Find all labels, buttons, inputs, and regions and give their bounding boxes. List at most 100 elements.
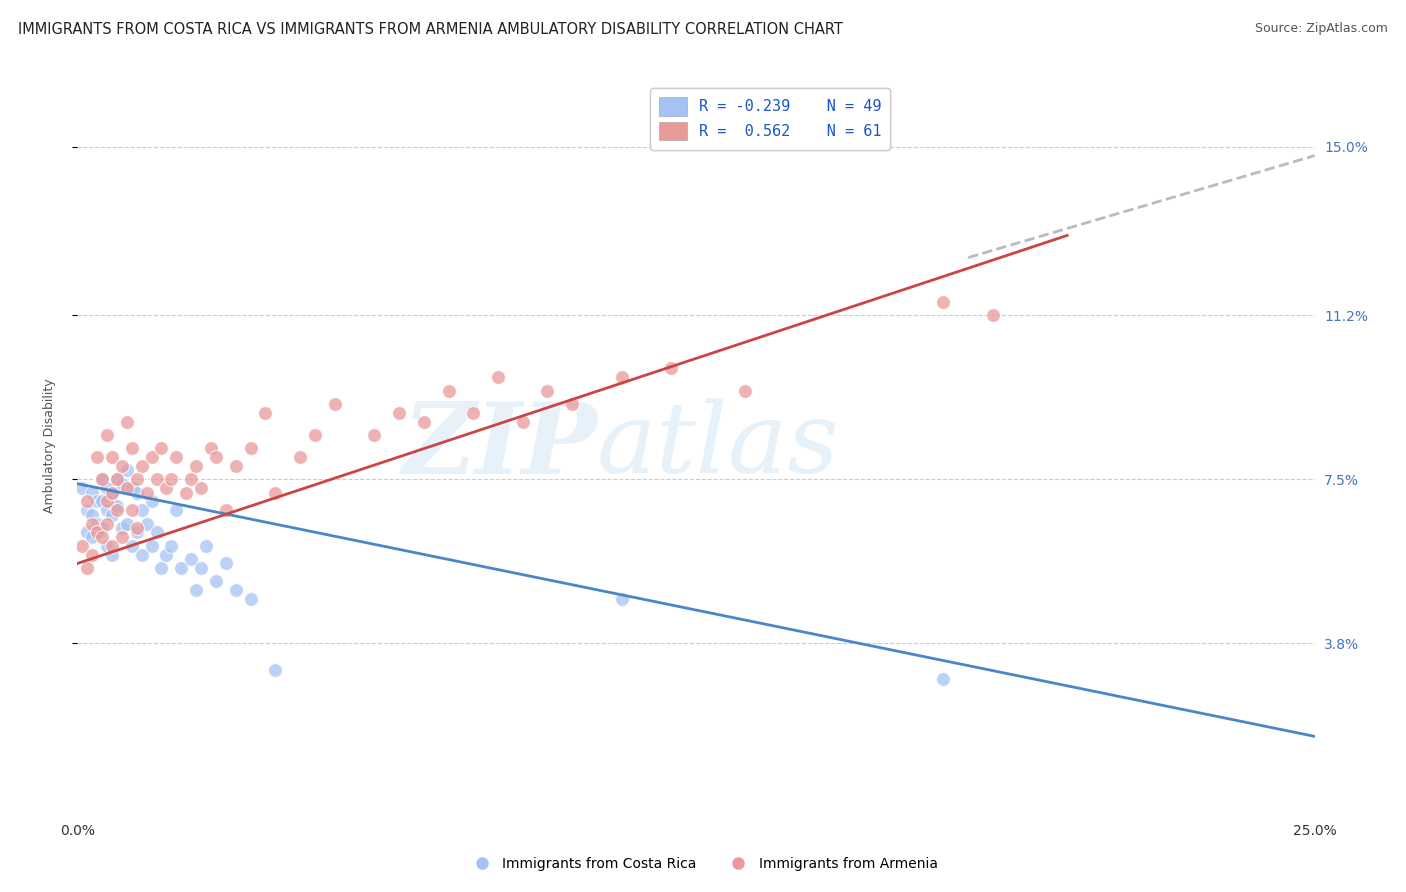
Point <box>225 458 247 473</box>
Point <box>91 472 114 486</box>
Point <box>72 481 94 495</box>
Point <box>105 472 128 486</box>
Point <box>184 583 207 598</box>
Point <box>239 591 262 606</box>
Point <box>141 539 163 553</box>
Point <box>561 397 583 411</box>
Point <box>131 458 153 473</box>
Point <box>101 508 124 522</box>
Point <box>150 441 173 455</box>
Point <box>91 472 114 486</box>
Point <box>659 361 682 376</box>
Point <box>141 494 163 508</box>
Point <box>215 557 238 571</box>
Point <box>155 548 177 562</box>
Legend: R = -0.239    N = 49, R =  0.562    N = 61: R = -0.239 N = 49, R = 0.562 N = 61 <box>650 88 890 150</box>
Point <box>180 552 202 566</box>
Point <box>86 494 108 508</box>
Point <box>734 384 756 398</box>
Point <box>115 415 138 429</box>
Point <box>121 481 143 495</box>
Legend: Immigrants from Costa Rica, Immigrants from Armenia: Immigrants from Costa Rica, Immigrants f… <box>463 851 943 876</box>
Point <box>96 481 118 495</box>
Point <box>76 503 98 517</box>
Point <box>82 516 104 531</box>
Point <box>160 539 183 553</box>
Point <box>125 472 148 486</box>
Point <box>121 441 143 455</box>
Point <box>190 561 212 575</box>
Point <box>76 561 98 575</box>
Point <box>125 521 148 535</box>
Point <box>981 308 1004 322</box>
Point <box>111 476 134 491</box>
Point <box>463 406 485 420</box>
Point <box>205 574 228 589</box>
Point <box>96 503 118 517</box>
Point <box>115 463 138 477</box>
Point <box>150 561 173 575</box>
Point <box>264 663 287 677</box>
Point <box>121 503 143 517</box>
Point <box>121 539 143 553</box>
Point <box>76 525 98 540</box>
Point <box>131 548 153 562</box>
Point <box>225 583 247 598</box>
Point <box>131 503 153 517</box>
Point <box>86 525 108 540</box>
Point <box>125 485 148 500</box>
Point <box>135 516 157 531</box>
Point <box>111 530 134 544</box>
Point <box>101 548 124 562</box>
Point <box>96 516 118 531</box>
Point <box>610 370 633 384</box>
Point <box>165 450 187 464</box>
Point <box>486 370 509 384</box>
Point <box>165 503 187 517</box>
Point <box>388 406 411 420</box>
Point <box>111 458 134 473</box>
Point <box>86 450 108 464</box>
Point <box>536 384 558 398</box>
Point <box>82 508 104 522</box>
Point <box>91 494 114 508</box>
Point <box>200 441 222 455</box>
Point <box>215 503 238 517</box>
Point <box>141 450 163 464</box>
Point <box>105 499 128 513</box>
Point <box>105 472 128 486</box>
Point <box>239 441 262 455</box>
Point <box>96 428 118 442</box>
Text: ZIP: ZIP <box>402 398 598 494</box>
Point <box>184 458 207 473</box>
Point <box>125 525 148 540</box>
Text: Source: ZipAtlas.com: Source: ZipAtlas.com <box>1254 22 1388 36</box>
Point <box>91 530 114 544</box>
Point <box>323 397 346 411</box>
Point <box>437 384 460 398</box>
Point <box>512 415 534 429</box>
Point <box>174 485 197 500</box>
Point <box>170 561 193 575</box>
Point <box>145 472 167 486</box>
Point <box>82 530 104 544</box>
Point <box>180 472 202 486</box>
Point <box>145 525 167 540</box>
Point <box>91 521 114 535</box>
Point <box>155 481 177 495</box>
Text: IMMIGRANTS FROM COSTA RICA VS IMMIGRANTS FROM ARMENIA AMBULATORY DISABILITY CORR: IMMIGRANTS FROM COSTA RICA VS IMMIGRANTS… <box>18 22 844 37</box>
Point <box>135 485 157 500</box>
Point <box>115 481 138 495</box>
Point <box>72 539 94 553</box>
Point <box>190 481 212 495</box>
Point <box>288 450 311 464</box>
Point <box>932 294 955 309</box>
Y-axis label: Ambulatory Disability: Ambulatory Disability <box>44 379 56 513</box>
Point <box>264 485 287 500</box>
Point <box>254 406 277 420</box>
Point <box>115 516 138 531</box>
Point <box>111 521 134 535</box>
Point <box>101 485 124 500</box>
Point <box>82 548 104 562</box>
Point <box>610 591 633 606</box>
